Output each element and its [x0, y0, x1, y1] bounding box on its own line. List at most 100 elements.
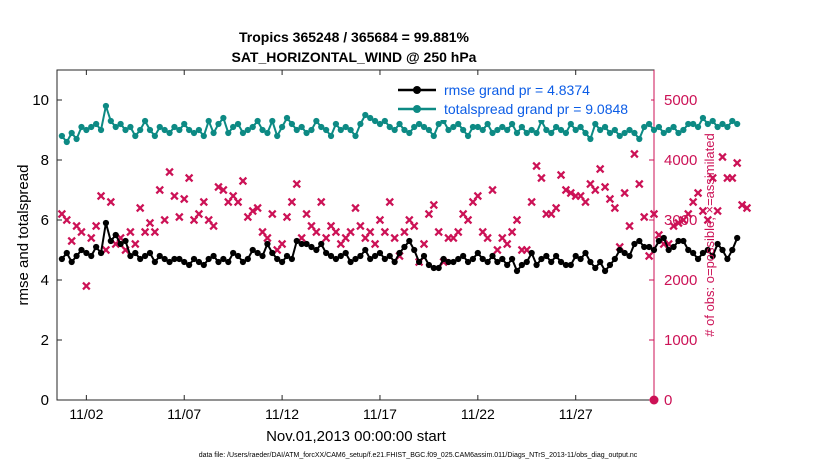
- x-tick-label: 11/22: [461, 406, 495, 422]
- obs-assimilated-shape: [96, 191, 106, 201]
- obs-assimilated-shape: [537, 173, 546, 183]
- rmse-point: [337, 252, 344, 260]
- rmse-point: [533, 261, 540, 269]
- obs-assimilated-marker: [380, 227, 390, 237]
- obs-assimilated-shape: [674, 218, 683, 228]
- obs-assimilated-shape: [385, 197, 394, 207]
- y-left-tick-label: 8: [41, 152, 49, 169]
- obs-assimilated-marker: [150, 227, 160, 237]
- obs-assimilated-marker: [424, 209, 434, 219]
- totalspread-point: [78, 123, 85, 131]
- rmse-point: [161, 255, 168, 263]
- totalspread-point: [655, 123, 662, 131]
- obs-assimilated-marker: [106, 197, 116, 207]
- totalspread-point: [288, 120, 295, 128]
- x-tick-label: 11/02: [69, 406, 103, 422]
- chart-title-line1: Tropics 365248 / 365684 = 99.881%: [239, 29, 470, 45]
- obs-assimilated-marker: [703, 215, 713, 225]
- obs-assimilated-marker: [238, 176, 248, 186]
- totalspread-point: [225, 129, 232, 137]
- rmse-point: [548, 258, 555, 266]
- obs-assimilated-shape: [605, 194, 615, 204]
- rmse-point: [215, 258, 222, 266]
- rmse-point: [641, 243, 648, 251]
- rmse-point: [58, 255, 65, 263]
- obs-assimilated-shape: [321, 233, 331, 243]
- obs-assimilated-marker: [385, 197, 394, 207]
- obs-assimilated-marker: [556, 170, 566, 180]
- totalspread-point: [215, 120, 222, 128]
- rmse-point: [274, 255, 281, 263]
- totalspread-point: [533, 129, 540, 137]
- y-left-tick-label: 6: [41, 212, 49, 229]
- rmse-point: [553, 252, 560, 260]
- rmse-point: [455, 255, 462, 263]
- obs-assimilated-shape: [669, 221, 678, 231]
- totalspread-point: [675, 129, 682, 137]
- totalspread-point: [357, 120, 364, 128]
- rmse-point: [425, 261, 433, 269]
- obs-assimilated-marker: [493, 245, 502, 255]
- totalspread-point: [504, 126, 511, 134]
- totalspread-point: [420, 123, 428, 131]
- y-right-tick-label: 5000: [664, 92, 697, 109]
- rmse-point: [601, 267, 609, 275]
- totalspread-point: [298, 123, 305, 131]
- obs-assimilated-shape: [150, 227, 160, 237]
- rmse-point: [592, 264, 599, 272]
- obs-assimilated-marker: [434, 227, 443, 237]
- obs-assimilated-marker: [351, 203, 360, 213]
- x-tick-label: 11/12: [265, 406, 299, 422]
- obs-assimilated-marker: [566, 188, 576, 198]
- rmse-point: [704, 246, 711, 254]
- obs-assimilated-shape: [630, 149, 639, 159]
- totalspread-point: [274, 132, 281, 140]
- obs-assimilated-marker: [277, 239, 287, 249]
- obs-assimilated-marker: [375, 215, 385, 225]
- rmse-point: [719, 246, 726, 254]
- obs-assimilated-marker: [512, 215, 522, 225]
- legend-rmse-label: rmse grand pr = 4.8374: [444, 82, 590, 98]
- rmse-point: [626, 252, 633, 260]
- totalspread-point: [719, 120, 726, 128]
- legend-spread-marker: [413, 105, 421, 113]
- rmse-point: [396, 249, 403, 257]
- rmse-point: [371, 252, 379, 260]
- rmse-point: [137, 255, 144, 263]
- obs-assimilated-marker: [194, 209, 204, 219]
- totalspread-point: [709, 117, 716, 125]
- obs-assimilated-shape: [238, 176, 248, 186]
- rmse-point: [430, 264, 437, 272]
- obs-assimilated-marker: [356, 221, 365, 231]
- rmse-point: [132, 249, 139, 257]
- obs-assimilated-marker: [346, 227, 355, 237]
- legend-spread-label: totalspread grand pr = 9.0848: [444, 101, 628, 117]
- obs-assimilated-shape: [287, 197, 297, 207]
- y-right-tick-label: 1000: [664, 332, 697, 349]
- obs-assimilated-shape: [62, 215, 71, 225]
- obs-assimilated-shape: [463, 215, 473, 225]
- rmse-point: [631, 240, 638, 248]
- totalspread-point: [156, 123, 163, 131]
- obs-assimilated-marker: [287, 197, 297, 207]
- totalspread-point: [220, 114, 227, 122]
- rmse-point: [709, 252, 716, 260]
- totalspread-point: [401, 126, 408, 134]
- obs-assimilated-marker: [649, 209, 659, 219]
- rmse-point: [127, 252, 134, 260]
- obs-assimilated-marker: [419, 239, 429, 249]
- y-right-tick-label: 4000: [664, 152, 697, 169]
- obs-assimilated-shape: [698, 206, 708, 216]
- totalspread-point: [249, 123, 256, 131]
- rmse-point: [156, 252, 163, 260]
- obs-assimilated-marker: [410, 221, 419, 231]
- rmse-point: [303, 240, 310, 248]
- obs-assimilated-marker: [365, 227, 375, 237]
- obs-assimilated-shape: [184, 173, 194, 183]
- rmse-point: [376, 249, 384, 257]
- obs-assimilated-shape: [649, 209, 659, 219]
- totalspread-point: [562, 129, 570, 137]
- rmse-point: [406, 237, 413, 245]
- totalspread-point: [352, 132, 359, 140]
- obs-assimilated-marker: [635, 179, 644, 189]
